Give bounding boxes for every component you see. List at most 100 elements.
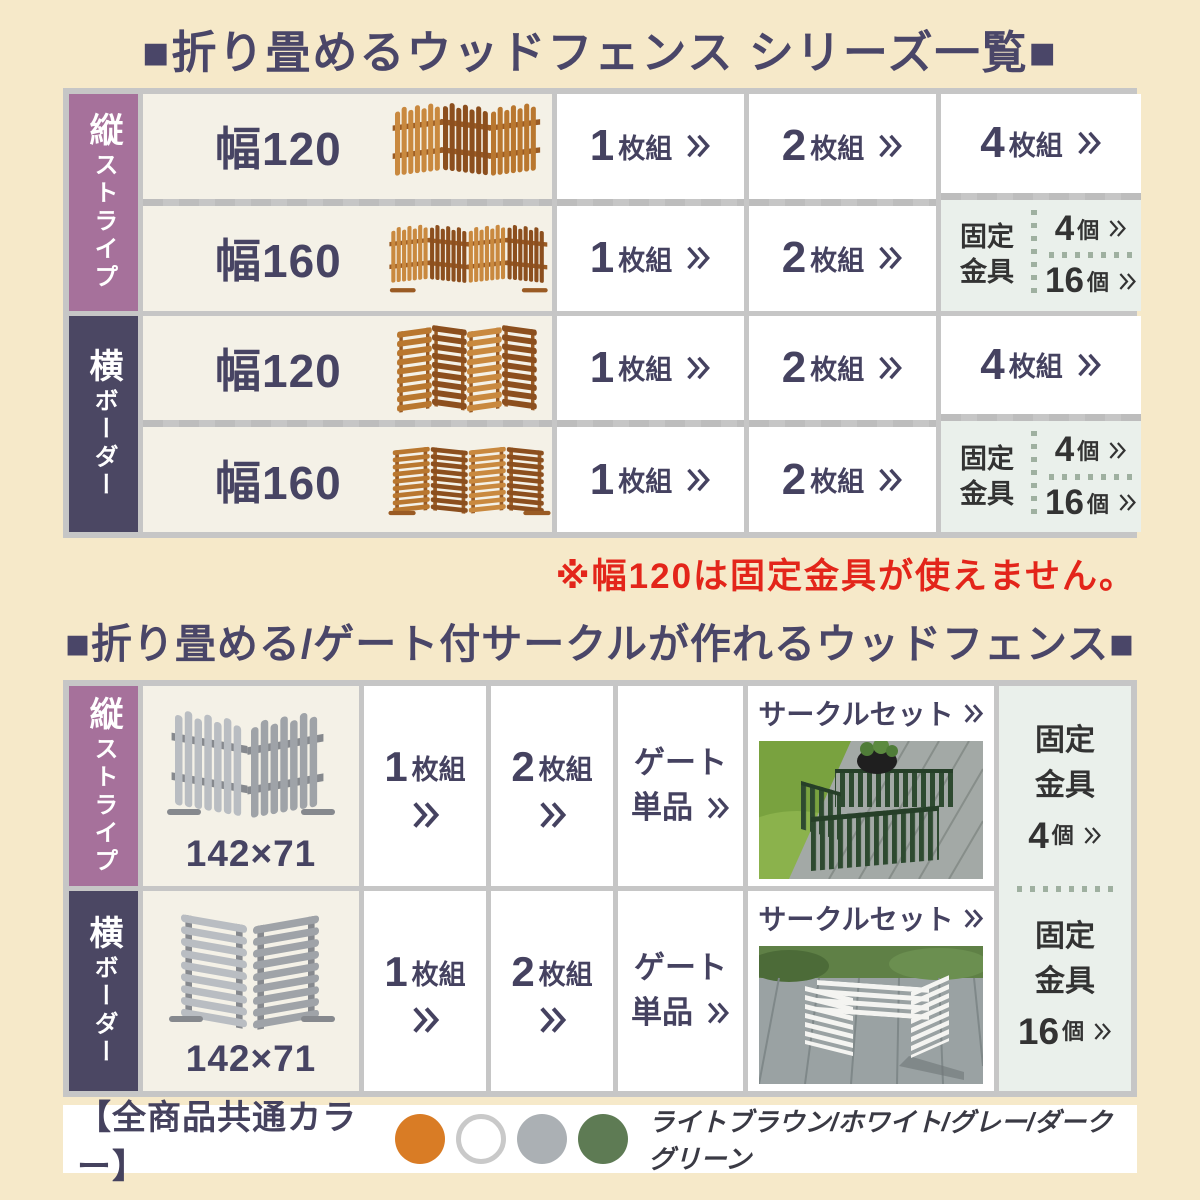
fence-image-vertical-160: [389, 223, 548, 293]
link-v120-4set[interactable]: 4 枚組: [941, 94, 1141, 193]
link-circle-set-white[interactable]: サークルセット: [748, 891, 994, 1091]
product-size: 幅120: [215, 123, 342, 176]
link-line: 1 枚組: [384, 743, 465, 791]
swatch-white: [456, 1114, 507, 1164]
row-divider-dashed: [941, 192, 1141, 200]
link-v120-1set[interactable]: 1 枚組: [557, 94, 744, 199]
chevron-right-icon: [1084, 827, 1101, 844]
group-label-sub: ストライプ: [90, 736, 117, 876]
link-unit: 枚組: [810, 467, 865, 498]
gate-label-line1: ゲート: [634, 745, 727, 781]
link-num: 2: [511, 743, 535, 790]
fence-image-horizontal-120: [397, 324, 537, 413]
chevron-right-icon: [687, 246, 711, 270]
swatch-dark-green: [578, 1114, 629, 1164]
chevron-right-icon: [687, 135, 711, 158]
chevron-right-icon: [879, 468, 903, 491]
hardware-link-4pcs[interactable]: 固定 金具 4 個: [1007, 702, 1123, 880]
link-num: 1: [384, 948, 408, 995]
option-num: 16: [1045, 261, 1084, 301]
hardware-link-4pcs[interactable]: 4 個: [1045, 427, 1137, 473]
link-unit: 枚組: [810, 245, 865, 276]
product-row-h160: 幅160: [143, 427, 552, 532]
hardware-link-16pcs[interactable]: 16 個: [1045, 480, 1137, 526]
link-v160-1set[interactable]: 1 枚組: [557, 205, 744, 311]
hardware-label: 固定 金具: [951, 206, 1023, 305]
hardware-label-line1: 固定: [960, 222, 1014, 253]
link-h120-1set[interactable]: 1 枚組: [557, 315, 744, 421]
circle-set-label: サークルセット: [758, 693, 983, 733]
link-unit: 枚組: [810, 355, 865, 386]
fence-image-horizontal-160: [388, 446, 551, 515]
chevron-right-icon: [687, 356, 711, 380]
swatch-gray: [517, 1114, 568, 1164]
product-column-vertical: 幅120 幅160: [143, 94, 552, 311]
link-num: 1: [589, 342, 615, 392]
hardware-label-line2: 金具: [960, 257, 1014, 288]
hardware-label-line1: 固定: [1035, 919, 1095, 953]
link-h160-2set[interactable]: 2 枚組: [749, 427, 936, 532]
option-unit: 個: [1086, 491, 1109, 517]
group-label-horizontal-border: 横 ボーダー: [69, 891, 138, 1091]
series-table: 縦 ストライプ 幅120 幅160: [63, 88, 1141, 538]
link-line: 2 枚組: [511, 948, 592, 996]
chevron-right-icon: [1094, 1023, 1112, 1040]
circle-series-title: ■折り畳める/ゲート付サークルが作れるウッドフェンス■: [65, 621, 1135, 667]
product-row-v160: 幅160: [143, 205, 552, 311]
link-circle-h-2set[interactable]: 2 枚組: [491, 891, 613, 1091]
hardware-label-line2: 金具: [960, 478, 1014, 509]
group-label-sub: ストライプ: [90, 152, 117, 293]
hardware-link-16pcs[interactable]: 16 個: [1045, 258, 1137, 304]
link-h120-4set[interactable]: 4 枚組: [941, 315, 1141, 415]
product-size: 幅120: [215, 344, 342, 397]
link-unit: 枚組: [618, 133, 673, 164]
link-h160-1set[interactable]: 1 枚組: [557, 427, 744, 532]
option-unit: 個: [1062, 1018, 1085, 1044]
dotted-divider-vertical: [1031, 209, 1037, 301]
links-col-2: 2 枚組 2 枚組: [749, 94, 936, 311]
chevron-right-icon: [540, 802, 567, 828]
hardware-link-4pcs[interactable]: 4 個: [1045, 206, 1137, 252]
link-unit: 枚組: [618, 245, 673, 276]
link-circle-h-1set[interactable]: 1 枚組: [364, 891, 486, 1091]
link-circle-v-1set[interactable]: 1 枚組: [364, 686, 486, 886]
hardware-label-line2: 金具: [1035, 769, 1095, 802]
dotted-divider-horizontal: [1049, 252, 1133, 259]
link-circle-set-green[interactable]: サークルセット: [748, 686, 994, 886]
option-unit: 個: [1077, 217, 1100, 243]
link-v160-2set[interactable]: 2 枚組: [749, 205, 936, 311]
gate-label-line2: 単品: [631, 786, 730, 831]
group-label-vertical-stripe: 縦 ストライプ: [69, 686, 138, 886]
product-cell-vertical: 142×71: [143, 686, 359, 886]
dotted-divider-horizontal: [1017, 885, 1113, 892]
option-num: 4: [1028, 815, 1049, 856]
link-h120-2set[interactable]: 2 枚組: [749, 315, 936, 421]
option-num: 16: [1017, 1010, 1060, 1052]
product-size: 幅160: [215, 456, 342, 509]
gate-label-text: 単品: [631, 790, 693, 825]
link-circle-v-2set[interactable]: 2 枚組: [491, 686, 613, 886]
circle-set-photo-white: [759, 946, 983, 1084]
option-num: 16: [1045, 482, 1084, 522]
hardware-column: 固定 金具 4 個 固定 金具 16 個: [999, 686, 1131, 1091]
chevron-right-icon: [687, 468, 711, 491]
row-divider-dashed: [557, 198, 744, 206]
row-divider-dashed: [143, 198, 552, 206]
link-v120-2set[interactable]: 2 枚組: [749, 94, 936, 199]
hardware-count: 4 個: [1028, 808, 1102, 864]
chevron-right-icon: [413, 802, 440, 828]
link-gate-h[interactable]: ゲート 単品: [618, 891, 743, 1091]
dotted-divider-vertical: [1031, 431, 1037, 522]
hardware-link-16pcs[interactable]: 固定 金具 16 個: [1007, 898, 1123, 1076]
group-label-main: 横: [84, 915, 122, 949]
hardware-warning-note: ※幅120は固定金具が使えません。: [555, 557, 1136, 596]
links-col-2: 2 枚組 2 枚組: [749, 315, 936, 532]
link-unit: 枚組: [618, 355, 673, 386]
chevron-right-icon: [1077, 353, 1101, 377]
swatch-light-brown: [395, 1114, 446, 1164]
link-num: 2: [781, 454, 807, 504]
row-divider-dashed: [143, 420, 552, 428]
link-gate-v[interactable]: ゲート 単品: [618, 686, 743, 886]
link-unit: 枚組: [538, 959, 593, 990]
